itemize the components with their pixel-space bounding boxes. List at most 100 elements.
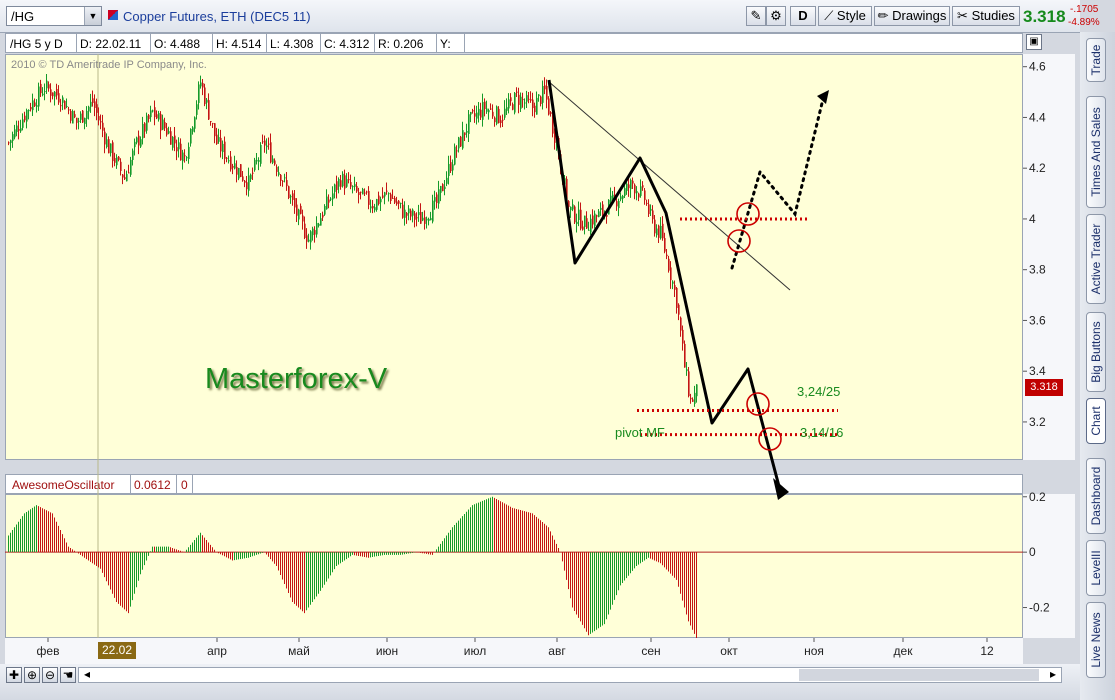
candle — [112, 140, 114, 168]
symbol-input[interactable]: /HG — [11, 9, 35, 24]
candle-body — [374, 207, 376, 211]
candle-body — [610, 195, 612, 202]
candle — [642, 181, 644, 191]
candle — [310, 230, 312, 250]
candle-body — [284, 177, 286, 179]
crosshair-button[interactable]: ✚ — [6, 667, 22, 683]
candle-body — [230, 156, 232, 170]
candle — [224, 136, 226, 165]
candle-body — [568, 201, 570, 207]
candle — [676, 286, 678, 314]
candle — [104, 127, 106, 154]
chevron-down-icon[interactable]: ▼ — [84, 7, 101, 25]
zoom-in-icon: ⊕ — [26, 668, 38, 682]
candle-body — [50, 89, 52, 96]
candle-body — [194, 117, 196, 129]
legend-divider — [130, 475, 131, 493]
style-button[interactable]: ⟋ Style — [818, 6, 872, 26]
tab-levelii[interactable]: LevelII — [1086, 540, 1106, 596]
legend-divider — [320, 34, 321, 52]
candle — [14, 124, 16, 140]
candle — [302, 209, 304, 230]
zoom-in-button[interactable]: ⊕ — [24, 667, 40, 683]
candle-body — [312, 228, 314, 236]
tab-times-and-sales[interactable]: Times And Sales — [1086, 96, 1106, 208]
time-tick-label: авг — [548, 644, 566, 658]
candle-body — [314, 230, 316, 235]
legend-low: L: 4.308 — [270, 37, 314, 51]
candle — [170, 127, 172, 145]
candle — [630, 178, 632, 198]
candle — [652, 205, 654, 224]
candle — [588, 221, 590, 231]
chart-maximize-button[interactable]: ▣ — [1026, 34, 1042, 50]
candle — [94, 94, 96, 117]
arrow-head-up — [817, 90, 829, 104]
candle — [34, 98, 36, 107]
scroll-left-button[interactable]: ◂ — [80, 667, 94, 683]
maximize-icon: ▣ — [1029, 36, 1039, 47]
candle-body — [516, 91, 518, 93]
candle-body — [124, 177, 126, 180]
candle-body — [180, 143, 182, 161]
price-pane[interactable] — [5, 54, 1023, 460]
candle — [242, 170, 244, 182]
candle-body — [454, 146, 456, 165]
candle — [478, 102, 480, 123]
candle — [250, 173, 252, 183]
period-button[interactable]: D — [790, 6, 816, 26]
candle-body — [696, 384, 698, 397]
candle-body — [12, 134, 14, 141]
zoom-out-button[interactable]: ⊖ — [42, 667, 58, 683]
highlight-circle — [727, 229, 751, 253]
highlight-circle — [746, 392, 770, 416]
candle — [354, 176, 356, 191]
pan-button[interactable]: ☚ — [60, 667, 76, 683]
candle — [272, 155, 274, 165]
candle — [422, 211, 424, 222]
candle — [240, 164, 242, 178]
candle — [468, 109, 470, 142]
candle — [26, 108, 28, 129]
candle — [56, 83, 58, 100]
zoom-out-icon: ⊖ — [44, 668, 56, 682]
oscillator-name[interactable]: AwesomeOscillator — [12, 478, 115, 492]
oscillator-axis[interactable] — [1023, 494, 1075, 638]
candle-body — [426, 218, 428, 221]
candle — [276, 164, 278, 177]
candle-body — [440, 186, 442, 193]
candle-body — [352, 186, 354, 188]
candle-body — [170, 131, 172, 145]
legend-symbol-period[interactable]: /HG 5 y D — [10, 37, 63, 51]
time-axis[interactable] — [5, 638, 1023, 664]
candle-body — [52, 92, 54, 97]
candle-body — [196, 104, 198, 115]
candle-body — [368, 191, 370, 205]
tools-button[interactable]: ✎ — [746, 6, 766, 26]
studies-button[interactable]: ✂ Studies — [952, 6, 1020, 26]
tab-dashboard[interactable]: Dashboard — [1086, 458, 1106, 534]
candle — [22, 113, 24, 131]
tab-live-news[interactable]: Live News — [1086, 602, 1106, 678]
candle — [640, 179, 642, 198]
candle-body — [222, 143, 224, 153]
scroll-right-button[interactable]: ▸ — [1046, 667, 1060, 683]
candle — [480, 102, 482, 120]
candle-body — [108, 139, 110, 154]
drawings-button[interactable]: ✏ Drawings — [874, 6, 950, 26]
scrollbar-thumb[interactable] — [799, 669, 1039, 681]
candle — [522, 92, 524, 108]
candle-body — [500, 120, 502, 124]
symbol-selector[interactable]: /HG ▼ — [6, 6, 102, 26]
tab-big-buttons[interactable]: Big Buttons — [1086, 312, 1106, 392]
time-scrollbar[interactable] — [78, 667, 1062, 683]
tab-trade[interactable]: Trade — [1086, 38, 1106, 82]
last-price: 3.318 — [1023, 7, 1066, 26]
time-tick-label: 12 — [980, 644, 994, 658]
candle — [32, 93, 34, 116]
settings-button[interactable]: ⚙ — [766, 6, 786, 26]
tab-chart[interactable]: Chart — [1086, 398, 1106, 444]
candle — [116, 154, 118, 169]
tab-active-trader[interactable]: Active Trader — [1086, 214, 1106, 304]
candle — [24, 111, 26, 123]
